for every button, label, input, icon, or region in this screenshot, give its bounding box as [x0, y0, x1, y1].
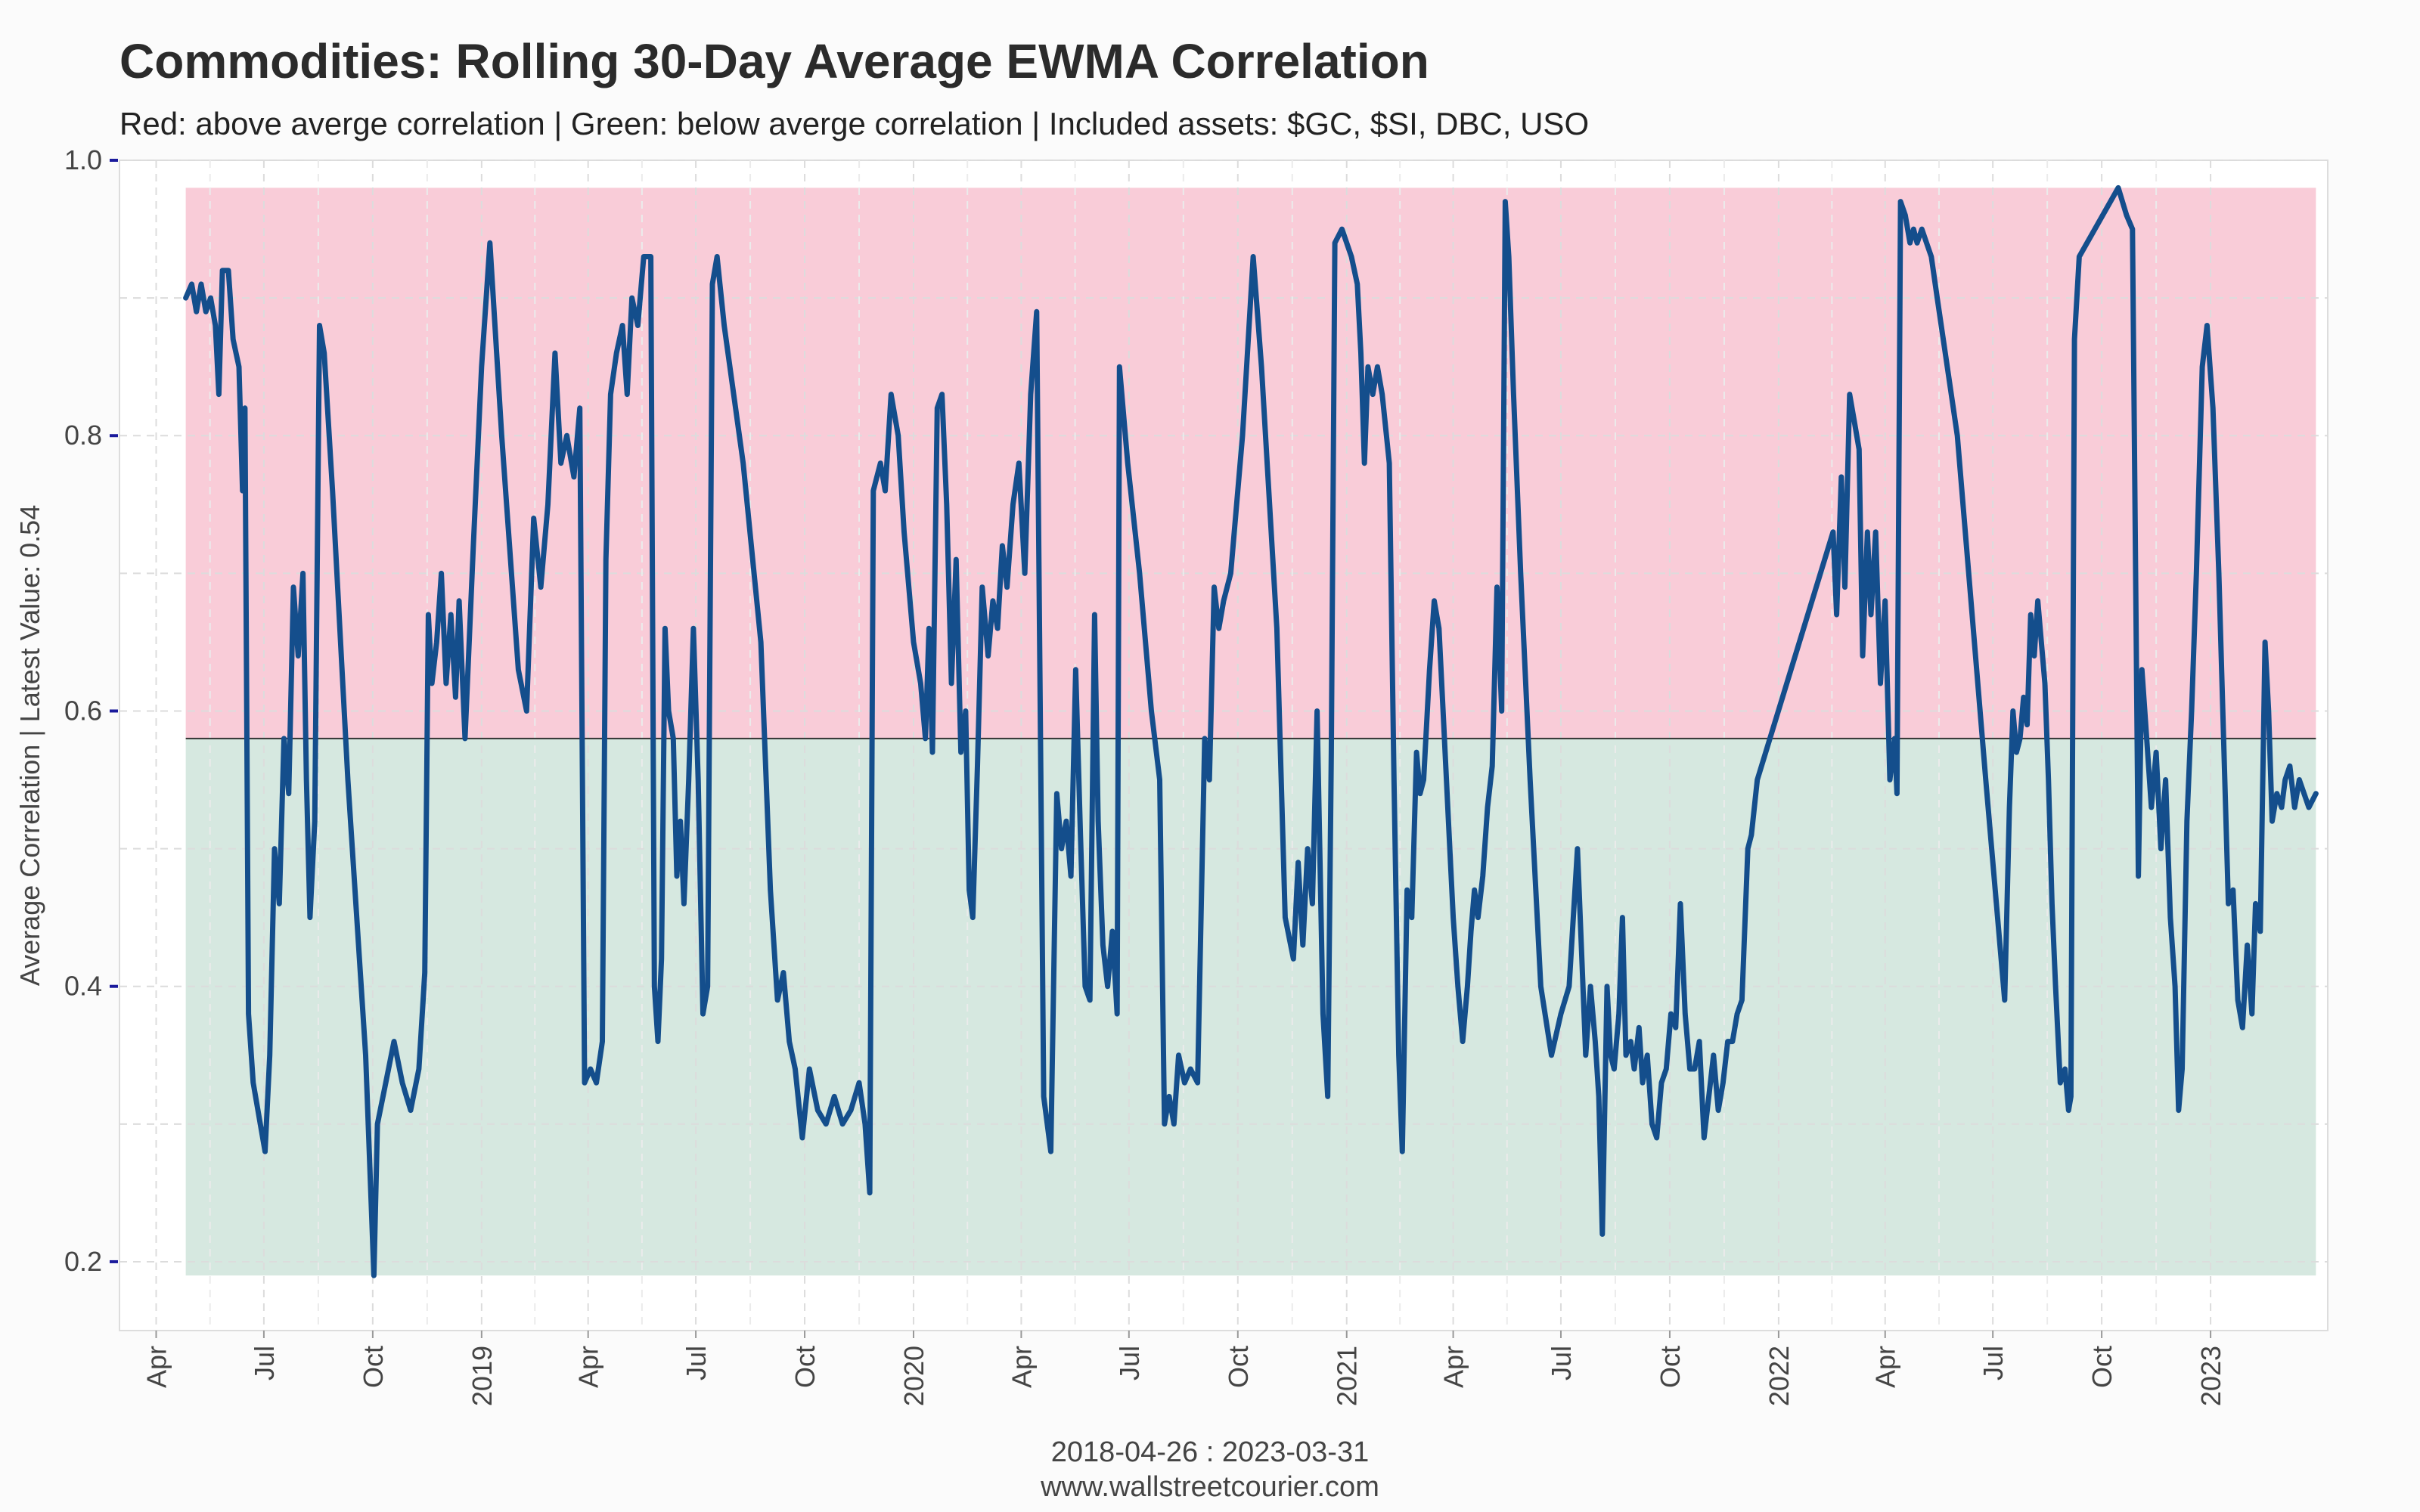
x-tick-label: Apr — [1006, 1346, 1037, 1388]
x-tick-label: Apr — [573, 1346, 604, 1388]
y-tick-label: 0.4 — [64, 971, 102, 1002]
x-tick-label: Oct — [2086, 1346, 2118, 1388]
x-tick-label: Apr — [141, 1346, 172, 1388]
x-tick-label: Jul — [1546, 1346, 1577, 1380]
y-axis-label: Average Correlation | Latest Value: 0.54 — [14, 505, 45, 986]
x-tick-label: Jul — [1978, 1346, 2009, 1380]
x-tick-label: Oct — [790, 1346, 821, 1388]
series-line — [183, 184, 2319, 1278]
date-range-footer: 2018-04-26 : 2023-03-31 — [1050, 1436, 1370, 1468]
y-tick-label: 0.8 — [64, 420, 102, 451]
source-url-footer: www.wallstreetcourier.com — [1041, 1471, 1379, 1503]
x-tick-label: Oct — [1223, 1346, 1254, 1388]
x-tick-label: 2023 — [2195, 1346, 2226, 1406]
y-tick-label: 0.2 — [64, 1246, 102, 1277]
x-tick-label: 2020 — [898, 1346, 929, 1406]
y-tick-label: 0.6 — [64, 695, 102, 726]
x-tick-label: Jul — [681, 1346, 712, 1380]
x-tick-label: Jul — [1114, 1346, 1145, 1380]
y-tick-label: 1.0 — [64, 144, 102, 175]
x-tick-label: Apr — [1438, 1346, 1469, 1388]
x-tick-label: Jul — [249, 1346, 280, 1380]
x-tick-label: Oct — [1655, 1346, 1686, 1388]
x-tick-label: 2022 — [1764, 1346, 1795, 1406]
x-tick-label: Oct — [358, 1346, 389, 1388]
x-tick-label: 2019 — [467, 1346, 498, 1406]
x-tick-label: Apr — [1870, 1346, 1901, 1388]
chart-title: Commodities: Rolling 30-Day Average EWMA… — [119, 34, 1429, 88]
below-average-band — [185, 738, 2316, 1276]
x-tick-label: 2021 — [1332, 1346, 1363, 1406]
chart-subtitle: Red: above averge correlation | Green: b… — [119, 106, 1590, 141]
